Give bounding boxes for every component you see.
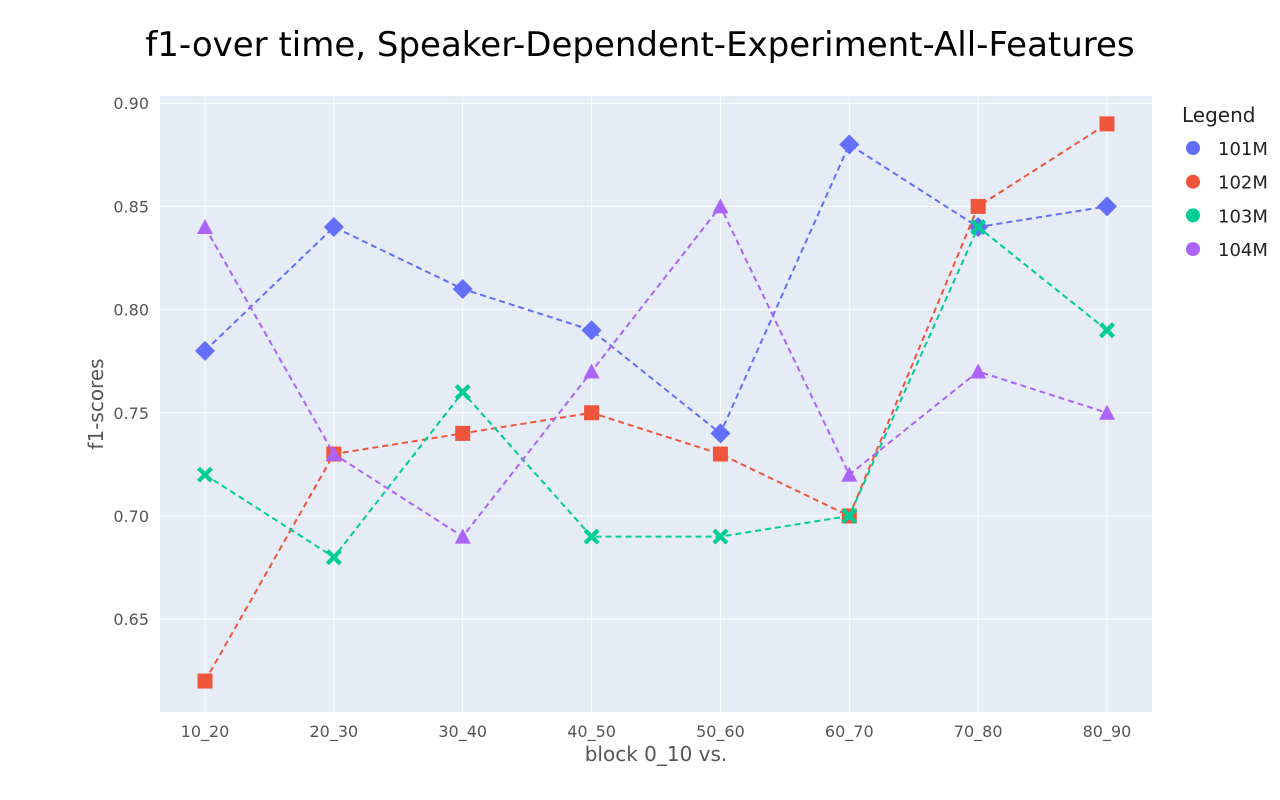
legend-marker — [1186, 141, 1200, 155]
data-point-marker — [454, 384, 471, 401]
series-layer — [195, 116, 1117, 689]
data-point-marker — [712, 446, 728, 462]
y-tick-label: 0.75 — [113, 404, 149, 423]
series-line — [204, 123, 1108, 682]
legend-label: 101M — [1218, 139, 1268, 160]
legend-marker — [1186, 174, 1200, 189]
data-point-marker — [1096, 196, 1117, 217]
y-tick-label: 0.85 — [113, 197, 149, 216]
data-point-marker — [452, 278, 473, 299]
x-tick-label: 20_30 — [309, 722, 358, 742]
legend-label: 102M — [1218, 173, 1268, 194]
series-line — [204, 225, 1108, 559]
x-axis-label: block 0_10 vs. — [585, 742, 728, 766]
legend-marker — [1186, 208, 1200, 223]
x-tick-label: 50_60 — [696, 722, 745, 742]
plot-area — [160, 96, 1152, 712]
y-tick-label: 0.65 — [113, 610, 149, 629]
x-tick-label: 80_90 — [1083, 722, 1132, 742]
series-103m — [197, 219, 1115, 566]
data-point-marker — [712, 198, 729, 214]
y-tick-label: 0.80 — [113, 301, 149, 320]
data-point-marker — [1098, 404, 1115, 420]
data-point-marker — [323, 217, 344, 238]
legend-label: 103M — [1218, 206, 1268, 227]
data-point-marker — [839, 134, 860, 155]
chart-title: f1-over time, Speaker-Dependent-Experime… — [145, 25, 1134, 65]
series-104m — [197, 198, 1115, 544]
data-point-marker — [1099, 116, 1115, 132]
y-axis-label: f1-scores — [84, 358, 108, 449]
data-point-marker — [841, 466, 858, 482]
y-tick-label: 0.90 — [113, 94, 149, 113]
x-tick-label: 30_40 — [438, 722, 487, 742]
data-point-marker — [454, 528, 471, 544]
data-point-marker — [584, 405, 600, 421]
data-point-marker — [197, 673, 213, 689]
data-point-marker — [970, 198, 986, 214]
data-point-marker — [583, 528, 600, 545]
data-point-marker — [841, 507, 858, 524]
data-point-marker — [970, 363, 987, 379]
data-point-marker — [710, 423, 731, 444]
data-point-marker — [325, 446, 342, 462]
data-point-marker — [583, 363, 600, 379]
legend-marker — [1186, 242, 1200, 257]
data-point-marker — [455, 425, 471, 441]
data-point-marker — [712, 528, 729, 545]
data-point-marker — [197, 466, 213, 483]
x-tick-label: 70_80 — [954, 722, 1003, 742]
x-tick-label: 40_50 — [567, 722, 616, 742]
data-point-marker — [1099, 322, 1115, 339]
data-point-marker — [325, 549, 342, 566]
legend: Legend 101M 102M 103M 104M — [1182, 103, 1268, 261]
y-tick-label: 0.70 — [113, 507, 149, 526]
data-point-marker — [195, 340, 215, 361]
legend-items: 101M 102M 103M 104M — [1186, 139, 1268, 261]
legend-label: 104M — [1218, 240, 1268, 261]
series-line — [204, 143, 1108, 435]
legend-title: Legend — [1182, 103, 1255, 127]
data-point-marker — [970, 219, 987, 236]
data-point-marker — [197, 219, 213, 235]
x-tick-label: 10_20 — [181, 722, 230, 742]
data-point-marker — [581, 320, 602, 341]
x-tick-label: 60_70 — [825, 722, 874, 742]
axis-ticks: 10_20 20_30 30_40 40_50 50_60 60_70 70_80 80_90… — [113, 94, 1131, 742]
